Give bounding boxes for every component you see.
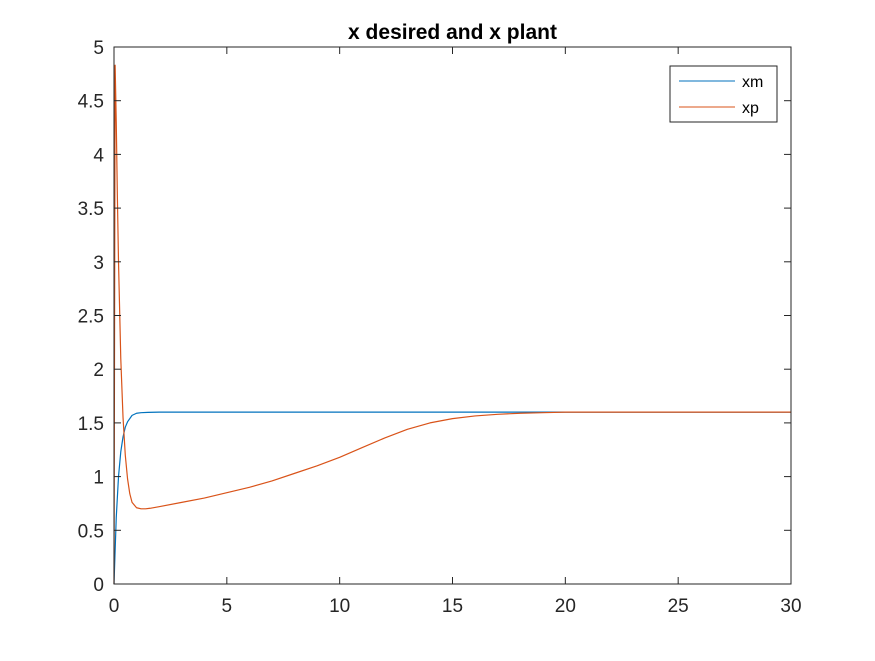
x-tick-label: 0 (109, 596, 120, 617)
y-tick-label: 4.5 (78, 92, 104, 113)
chart-title: x desired and x plant (348, 21, 557, 44)
legend-label-xm: xm (742, 74, 763, 91)
plot-frame (113, 46, 792, 585)
y-tick-label: 2 (93, 360, 104, 381)
x-tick-label: 15 (442, 596, 463, 617)
y-tick-label: 5 (93, 38, 104, 59)
legend-box (669, 65, 778, 123)
legend-label-xp: xp (742, 100, 759, 117)
plot-background (114, 47, 791, 584)
series-line-xp (113, 64, 791, 585)
x-tick-label: 5 (222, 596, 233, 617)
series-line-xm (113, 411, 791, 585)
legend: xm xp (669, 65, 778, 123)
y-tick-label: 4 (93, 145, 104, 166)
x-tick-label: 30 (780, 596, 801, 617)
x-tick-label: 10 (329, 596, 350, 617)
y-tick-label: 0.5 (78, 521, 104, 542)
x-tick-label: 25 (668, 596, 689, 617)
series-layer (113, 64, 791, 585)
y-tick-label: 3 (93, 253, 104, 274)
y-tick-label: 2.5 (78, 307, 104, 328)
y-tick-label: 1 (93, 468, 104, 489)
y-tick-label: 3.5 (78, 199, 104, 220)
y-tick-label: 1.5 (78, 414, 104, 435)
x-tick-label: 20 (555, 596, 576, 617)
y-tick-label: 0 (93, 575, 104, 596)
